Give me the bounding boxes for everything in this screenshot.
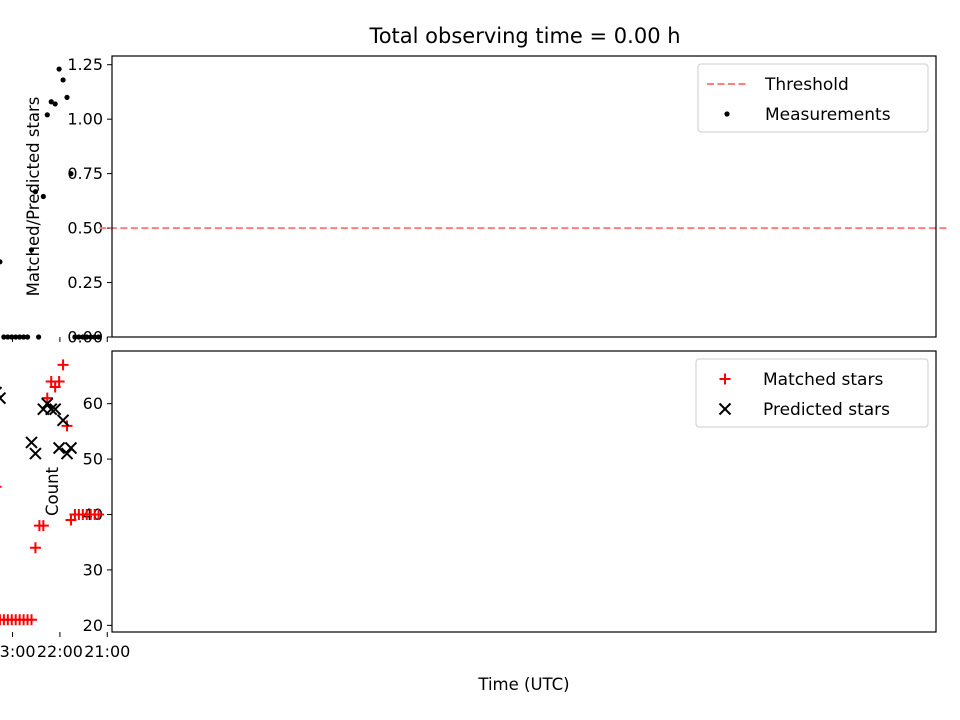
- matched-star-point: [29, 542, 41, 554]
- legend-label: Matched stars: [763, 370, 883, 390]
- measurement-point: [95, 334, 102, 340]
- measurement-point: [72, 334, 78, 340]
- y-tick-label: 50: [83, 450, 103, 469]
- measurement-point: [52, 101, 58, 107]
- matched-star-point: [33, 520, 45, 532]
- y-tick-label: 1.25: [67, 55, 103, 74]
- y-tick-label: 1.00: [67, 110, 103, 129]
- y-axis-label: Count: [43, 466, 62, 516]
- measurement-point: [44, 112, 50, 118]
- measurement-point: [1, 334, 7, 340]
- legend-label: Measurements: [765, 105, 891, 125]
- legend-measurement-swatch: [724, 111, 730, 117]
- measurement-point: [80, 334, 86, 340]
- legend-label: Predicted stars: [763, 400, 890, 420]
- measurement-point: [32, 189, 39, 195]
- matched-star-point: [45, 375, 57, 387]
- measurement-point: [28, 247, 35, 253]
- matched-star-point: [57, 359, 69, 371]
- y-tick-label: 0.75: [67, 164, 103, 183]
- predicted-star-point: [37, 402, 50, 416]
- top-panel: 0.000.250.500.751.001.25Matched/Predicte…: [0, 55, 950, 347]
- y-tick-label: 0.50: [67, 219, 103, 238]
- matched-star-point: [41, 392, 53, 404]
- legend-matched-swatch: [719, 373, 731, 385]
- matched-star-point: [0, 614, 6, 626]
- legend: Matched stars Predicted stars: [695, 358, 929, 428]
- axes-frame: [111, 350, 937, 633]
- measurement-point: [48, 99, 54, 105]
- predicted-star-point: [48, 402, 62, 416]
- predicted-star-point: [29, 447, 42, 460]
- matched-star-point: [61, 420, 73, 432]
- y-tick-label: 0.25: [67, 273, 103, 292]
- y-tick-label: 20: [83, 616, 103, 635]
- x-axis-label: Time (UTC): [477, 675, 569, 694]
- x-tick-label: 22:00: [37, 642, 83, 661]
- matched-star-point: [65, 514, 77, 526]
- legend-label: Threshold: [764, 75, 849, 95]
- measurement-point: [0, 259, 3, 265]
- measurement-point: [17, 334, 23, 340]
- chart-title: Total observing time = 0.00 h: [368, 24, 680, 48]
- legend-box: [697, 63, 929, 133]
- predicted-star-point: [56, 414, 70, 427]
- measurement-point: [68, 171, 74, 177]
- y-tick-label: 30: [83, 560, 103, 579]
- measurement-point: [60, 77, 66, 83]
- measurement-point: [92, 334, 98, 340]
- predicted-star-point: [25, 436, 38, 449]
- predicted-star-point: [64, 441, 78, 455]
- measurement-point: [56, 66, 62, 72]
- y-tick-label: 60: [83, 394, 103, 413]
- y-axis-label: Matched/Predicted stars: [24, 97, 43, 297]
- measurement-point: [21, 334, 27, 340]
- measurement-point: [35, 334, 42, 340]
- measurement-point: [9, 334, 15, 340]
- measurement-point: [88, 334, 94, 340]
- measurement-point: [84, 334, 90, 340]
- predicted-star-point: [60, 447, 74, 460]
- legend-box: [695, 358, 929, 428]
- measurement-point: [13, 334, 19, 340]
- predicted-star-point: [0, 391, 7, 405]
- predicted-star-point: [41, 397, 54, 410]
- measurement-point: [76, 334, 82, 340]
- measurement-point: [64, 94, 70, 100]
- bottom-panel: 203040506021:0022:0023:0000:0001:0002:00…: [0, 350, 937, 694]
- x-tick-label: 21:00: [84, 642, 130, 661]
- legend-predicted-swatch: [718, 402, 732, 416]
- predicted-star-point: [52, 441, 66, 455]
- axes-frame: [111, 55, 937, 338]
- measurement-point: [40, 193, 46, 200]
- legend: Threshold Measurements: [697, 63, 929, 133]
- x-tick-label: 23:00: [0, 642, 36, 661]
- matched-star-point: [49, 381, 61, 393]
- matched-star-point: [69, 509, 81, 521]
- measurement-point: [5, 334, 11, 340]
- measurement-point: [24, 334, 31, 340]
